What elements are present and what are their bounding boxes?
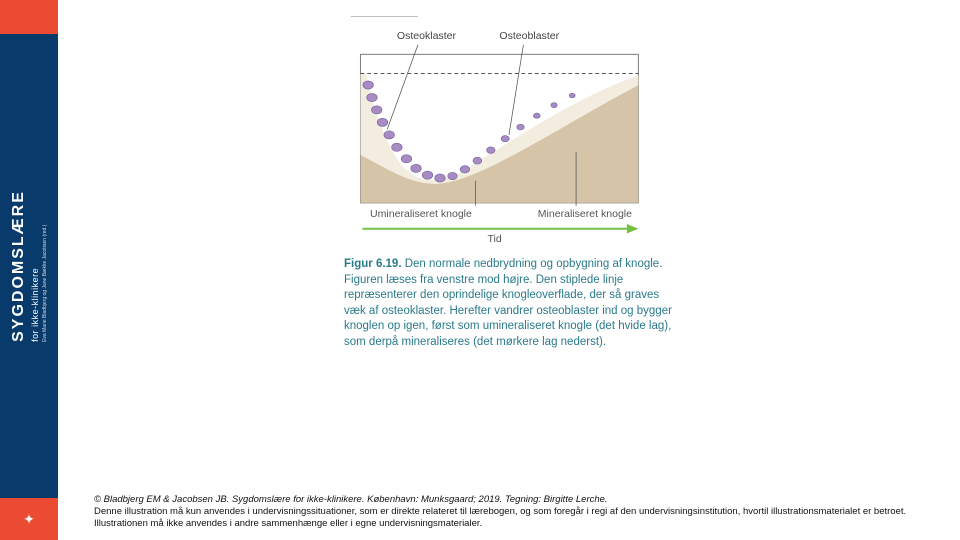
bone-cell [371,106,382,114]
page: SYGDOMSLÆRE for ikke-klinikere Eva Marie… [0,0,960,540]
publisher-icon: ✦ [23,511,35,528]
label-mineralized: Mineraliseret knogle [538,208,632,220]
sidebar: SYGDOMSLÆRE for ikke-klinikere Eva Marie… [0,0,58,540]
bone-cell [367,93,378,101]
bone-cell [435,174,446,182]
bone-cell [392,143,403,151]
bone-cell [422,171,433,179]
sidebar-red-top [0,0,58,34]
figure-caption: Figur 6.19. Den normale nedbrydning og o… [344,257,674,350]
label-osteoblasts: Osteoblaster [499,30,559,42]
figure-wrap: Osteoklaster Osteoblaster Umineraliseret… [88,10,930,490]
bone-cell [448,172,457,179]
bone-cell [569,93,575,98]
bone-cell [384,131,395,139]
bone-cell [411,164,422,172]
bone-cell [363,81,374,89]
credit-block: © Bladbjerg EM & Jacobsen JB. Sygdomslær… [88,490,930,540]
credit-line-1: © Bladbjerg EM & Jacobsen JB. Sygdomslær… [94,494,924,506]
bone-cell [533,113,540,118]
sidebar-title-block: SYGDOMSLÆRE for ikke-klinikere Eva Marie… [10,190,48,342]
bone-remodeling-diagram: Osteoklaster Osteoblaster Umineraliseret… [344,16,674,246]
figure-number: Figur 6.19. [344,258,402,270]
sidebar-subtitle: for ikke-klinikere [30,190,40,342]
bone-cell [551,103,557,108]
sidebar-navy: SYGDOMSLÆRE for ikke-klinikere Eva Marie… [0,34,58,498]
bone-cell [473,157,482,164]
sidebar-red-bottom: ✦ [0,498,58,540]
sidebar-authors: Eva Marie Bladbjerg og Jane Bække Jacobs… [42,190,48,342]
bone-cell [401,155,412,163]
main: Osteoklaster Osteoblaster Umineraliseret… [58,0,960,540]
bone-cell [487,147,495,154]
label-unmineralized: Umineraliseret knogle [370,208,472,220]
figure-inner: Osteoklaster Osteoblaster Umineraliseret… [344,16,674,350]
bone-cell [517,124,524,130]
bone-cell [460,166,469,173]
credit-line-2: Denne illustration må kun anvendes i und… [94,506,924,530]
bone-cell [377,118,388,126]
figure-caption-text: Den normale nedbrydning og opbygning af … [344,258,672,348]
bone-cell [501,136,509,142]
sidebar-title: SYGDOMSLÆRE [10,190,27,342]
label-time-axis: Tid [488,233,502,245]
time-axis-arrowhead [627,224,639,234]
label-osteoclasts: Osteoklaster [397,30,457,42]
